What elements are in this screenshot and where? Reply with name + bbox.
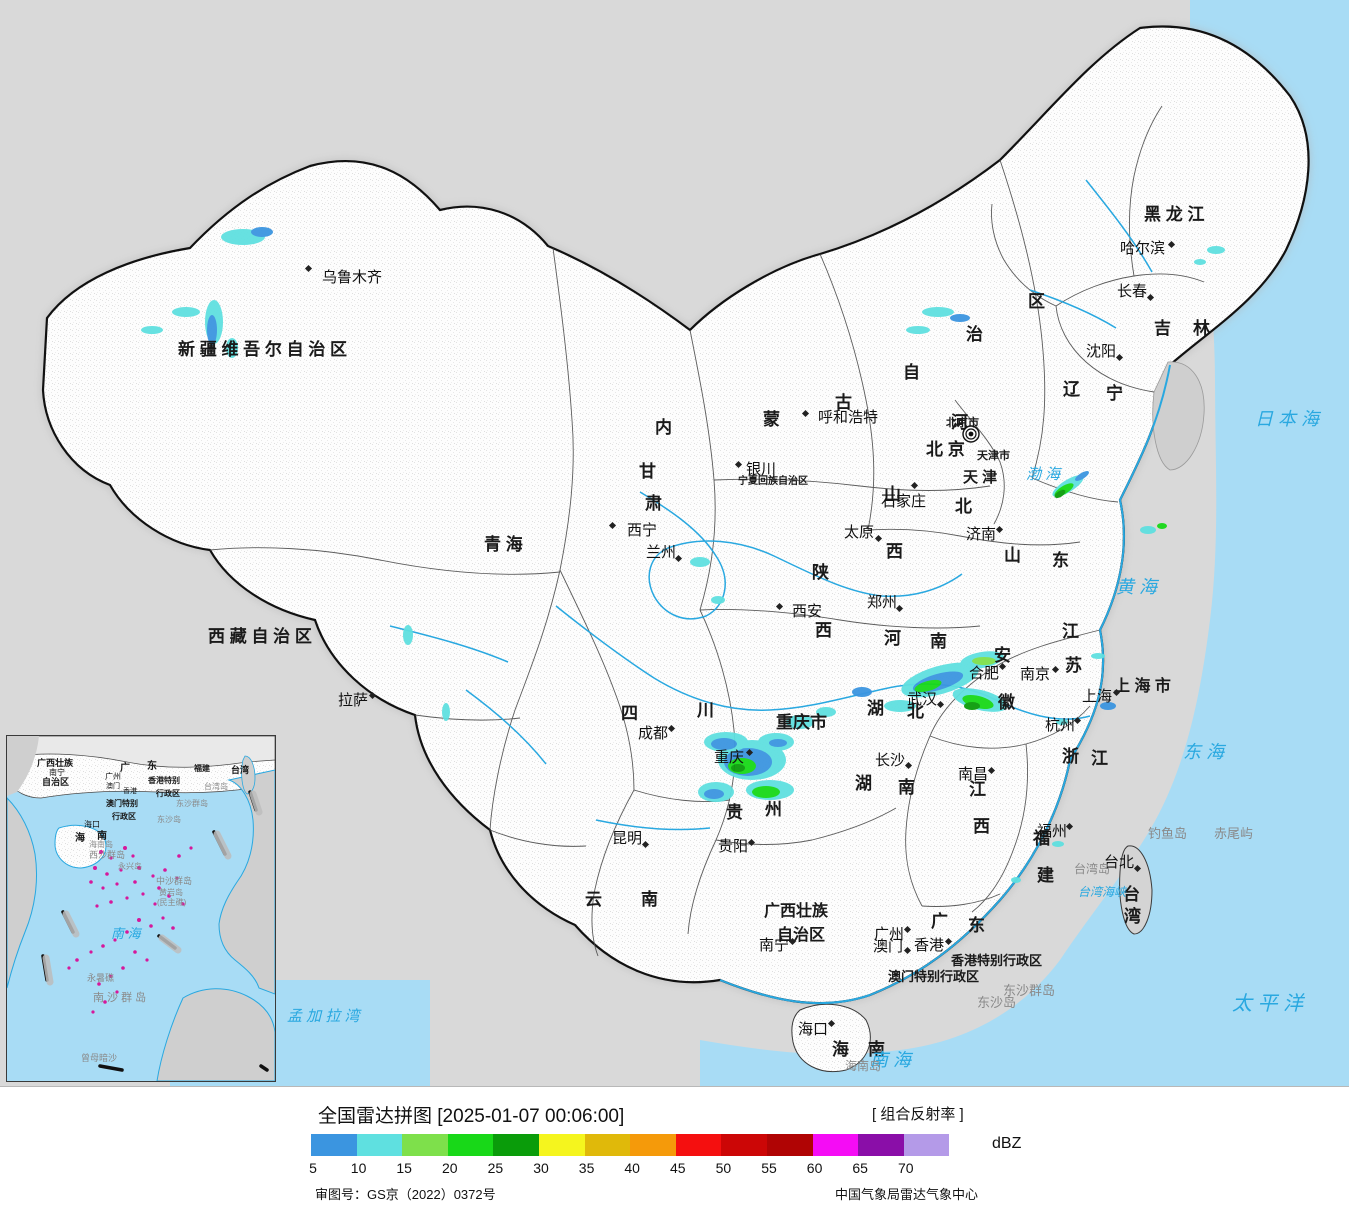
inset-vector-layer: [7, 736, 275, 1081]
tick-label-65: 65: [852, 1160, 868, 1176]
tick-label-60: 60: [806, 1160, 823, 1176]
color-swatch-60[interactable]: [812, 1134, 859, 1156]
color-swatch-70[interactable]: [903, 1134, 950, 1156]
color-swatch-65[interactable]: [858, 1134, 904, 1156]
tick-label-20: 20: [442, 1160, 458, 1176]
legend-panel: 全国雷达拼图 [2025-01-07 00:06:00] [ 组合反射率 ] 5…: [0, 1086, 1349, 1208]
taiwan-island: [1119, 845, 1153, 935]
tick-label-50: 50: [715, 1160, 732, 1176]
capital-star-icon: [962, 425, 980, 443]
approval-number: 审图号：GS京（2022）0372号: [315, 1187, 496, 1202]
color-swatch-50[interactable]: [721, 1134, 767, 1156]
color-swatch-30[interactable]: [538, 1134, 585, 1156]
color-swatch-55[interactable]: [766, 1134, 813, 1156]
echo-gansu: [690, 557, 725, 604]
echo-neimenggu: [906, 307, 970, 334]
echo-southeast-coast: [1011, 523, 1167, 883]
color-swatch-40[interactable]: [630, 1134, 676, 1156]
color-swatch-5[interactable]: [311, 1134, 357, 1156]
tick-label-45: 45: [670, 1160, 686, 1176]
rivers: [389, 179, 1171, 1005]
color-swatch-35[interactable]: [584, 1134, 631, 1156]
tick-label-5: 5: [309, 1160, 317, 1176]
echo-xizang: [403, 625, 450, 721]
dbz-tick-labels: 5 10 15 20 25 30 35 40 45 50 55 60 65 70: [309, 1160, 949, 1178]
tick-label-35: 35: [578, 1160, 595, 1176]
tick-label-55: 55: [761, 1160, 777, 1176]
tick-label-70: 70: [898, 1160, 914, 1176]
radar-echo-layer: [141, 227, 1225, 883]
tick-label-30: 30: [533, 1160, 549, 1176]
tick-label-15: 15: [396, 1160, 412, 1176]
province-boundaries: [209, 105, 1205, 957]
tick-label-10: 10: [350, 1160, 367, 1176]
echo-chongqing: [698, 707, 836, 802]
echo-wuhan: [852, 651, 1008, 712]
color-swatch-25[interactable]: [493, 1134, 539, 1156]
dbz-color-bar[interactable]: [311, 1134, 950, 1156]
echo-bohai: [1052, 471, 1089, 499]
echo-xinjiang: [141, 227, 273, 358]
color-swatch-10[interactable]: [356, 1134, 403, 1156]
china-radar-map[interactable]: 新 疆 维 吾 尔 自 治 区西 藏 自 治 区青 海甘肃内蒙古自治区宁夏回族自…: [0, 0, 1349, 1086]
hainan-island: [791, 1003, 871, 1072]
product-mode-label: [ 组合反射率 ]: [872, 1106, 964, 1123]
tick-label-25: 25: [487, 1160, 504, 1176]
echo-heilongjiang: [1194, 246, 1225, 265]
tick-label-40: 40: [624, 1160, 640, 1176]
legend-title: 全国雷达拼图 [2025-01-07 00:06:00]: [318, 1106, 625, 1127]
color-swatch-15[interactable]: [402, 1134, 448, 1156]
color-swatch-45[interactable]: [675, 1134, 722, 1156]
reef-markers: [67, 846, 193, 1014]
publisher-label: 中国气象局雷达气象中心: [835, 1187, 979, 1202]
south-china-sea-inset[interactable]: 广西壮族 自治区 南宁广东广州 福建 台湾 香港特别 行政区 香港 澳门 澳门特别 行政区 台湾岛 东沙…: [6, 735, 276, 1082]
dbz-unit-label: dBZ: [992, 1135, 1022, 1152]
color-swatch-20[interactable]: [447, 1134, 494, 1156]
